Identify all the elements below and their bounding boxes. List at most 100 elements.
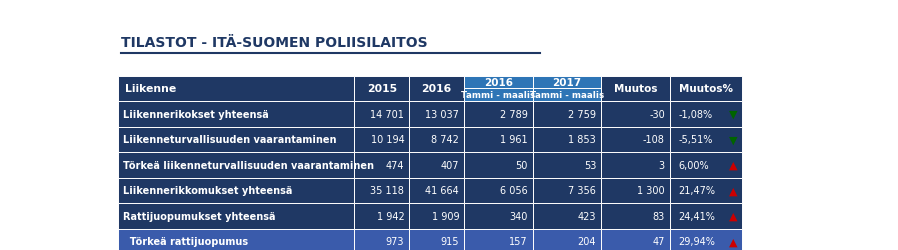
Text: 13 037: 13 037 (426, 109, 459, 119)
Text: Törkeä rattijuopumus: Törkeä rattijuopumus (123, 236, 248, 246)
Bar (533, 102, 601, 127)
Text: Rattijuopumukset yhteensä: Rattijuopumukset yhteensä (123, 211, 275, 221)
Bar (601, 152, 670, 178)
Bar (355, 203, 409, 229)
Bar (409, 102, 464, 127)
Bar (355, 229, 409, 250)
Text: -1,08%: -1,08% (678, 109, 712, 119)
Text: 204: 204 (577, 236, 596, 246)
Bar (409, 127, 464, 152)
Bar (355, 127, 409, 152)
Text: 10 194: 10 194 (371, 135, 404, 145)
Text: ▲: ▲ (729, 236, 737, 246)
Text: ▲: ▲ (729, 186, 737, 196)
Bar (601, 127, 670, 152)
Text: 83: 83 (653, 211, 665, 221)
Text: 7 356: 7 356 (568, 186, 596, 196)
Text: 14 701: 14 701 (370, 109, 404, 119)
Bar (355, 76, 409, 102)
Text: -30: -30 (649, 109, 665, 119)
Text: 340: 340 (509, 211, 528, 221)
Bar (533, 178, 601, 203)
Bar (409, 203, 464, 229)
Text: Muutos: Muutos (613, 84, 657, 94)
Bar (409, 178, 464, 203)
Text: TILASTOT - ITÄ-SUOMEN POLIISILAITOS: TILASTOT - ITÄ-SUOMEN POLIISILAITOS (120, 36, 427, 50)
Text: 24,41%: 24,41% (678, 211, 715, 221)
Text: Liikenne: Liikenne (125, 84, 176, 94)
Bar (118, 229, 355, 250)
Bar (601, 229, 670, 250)
Bar (409, 229, 464, 250)
Text: ▲: ▲ (729, 211, 737, 221)
Bar (533, 203, 601, 229)
Text: 474: 474 (386, 160, 404, 170)
Bar (118, 127, 355, 152)
Text: 6 056: 6 056 (500, 186, 528, 196)
Text: 2 789: 2 789 (500, 109, 528, 119)
Bar (601, 178, 670, 203)
Bar (464, 229, 533, 250)
Text: 3: 3 (658, 160, 665, 170)
Text: 47: 47 (653, 236, 665, 246)
Text: 423: 423 (577, 211, 596, 221)
Text: 2016: 2016 (421, 84, 452, 94)
Text: 915: 915 (441, 236, 459, 246)
Bar (118, 178, 355, 203)
Text: Törkeä liikenneturvallisuuden vaarantaminen: Törkeä liikenneturvallisuuden vaarantami… (123, 160, 374, 170)
Text: Tammi - maalis: Tammi - maalis (462, 91, 535, 100)
Bar (464, 89, 533, 102)
Text: 50: 50 (515, 160, 528, 170)
Text: 2 759: 2 759 (568, 109, 596, 119)
Bar (464, 203, 533, 229)
Bar (670, 229, 742, 250)
Text: 1 909: 1 909 (432, 211, 459, 221)
Text: 2016: 2016 (484, 78, 513, 88)
Bar (464, 102, 533, 127)
Bar (355, 102, 409, 127)
Text: 1 961: 1 961 (500, 135, 528, 145)
Text: Tammi - maalis: Tammi - maalis (530, 91, 604, 100)
Text: 41 664: 41 664 (426, 186, 459, 196)
Bar (118, 203, 355, 229)
Text: 53: 53 (584, 160, 596, 170)
Bar (670, 102, 742, 127)
Text: Liikennerikkomukset yhteensä: Liikennerikkomukset yhteensä (123, 186, 292, 196)
Text: Liikenneturvallisuuden vaarantaminen: Liikenneturvallisuuden vaarantaminen (123, 135, 336, 145)
Bar (533, 229, 601, 250)
Text: 157: 157 (509, 236, 528, 246)
Bar (464, 178, 533, 203)
Bar (118, 152, 355, 178)
Bar (409, 152, 464, 178)
Bar (118, 102, 355, 127)
Bar (464, 76, 533, 89)
Text: 21,47%: 21,47% (678, 186, 716, 196)
Bar (533, 127, 601, 152)
Bar (670, 203, 742, 229)
Bar (118, 76, 355, 102)
Bar (409, 76, 464, 102)
Text: ▲: ▲ (729, 160, 737, 170)
Bar (533, 76, 601, 89)
Bar (670, 152, 742, 178)
Text: 35 118: 35 118 (370, 186, 404, 196)
Bar (533, 89, 601, 102)
Text: 8 742: 8 742 (431, 135, 459, 145)
Text: 973: 973 (386, 236, 404, 246)
Text: 2017: 2017 (552, 78, 581, 88)
Text: 1 853: 1 853 (568, 135, 596, 145)
Bar (464, 127, 533, 152)
Text: 29,94%: 29,94% (678, 236, 715, 246)
Text: -5,51%: -5,51% (678, 135, 713, 145)
Bar (670, 127, 742, 152)
Bar (670, 178, 742, 203)
Text: -108: -108 (643, 135, 665, 145)
Text: ▼: ▼ (729, 135, 737, 145)
Text: 6,00%: 6,00% (678, 160, 709, 170)
Bar (464, 152, 533, 178)
Text: Liikennerikokset yhteensä: Liikennerikokset yhteensä (123, 109, 269, 119)
Bar (533, 152, 601, 178)
Bar (355, 152, 409, 178)
Text: 2015: 2015 (366, 84, 397, 94)
Text: 1 300: 1 300 (638, 186, 665, 196)
